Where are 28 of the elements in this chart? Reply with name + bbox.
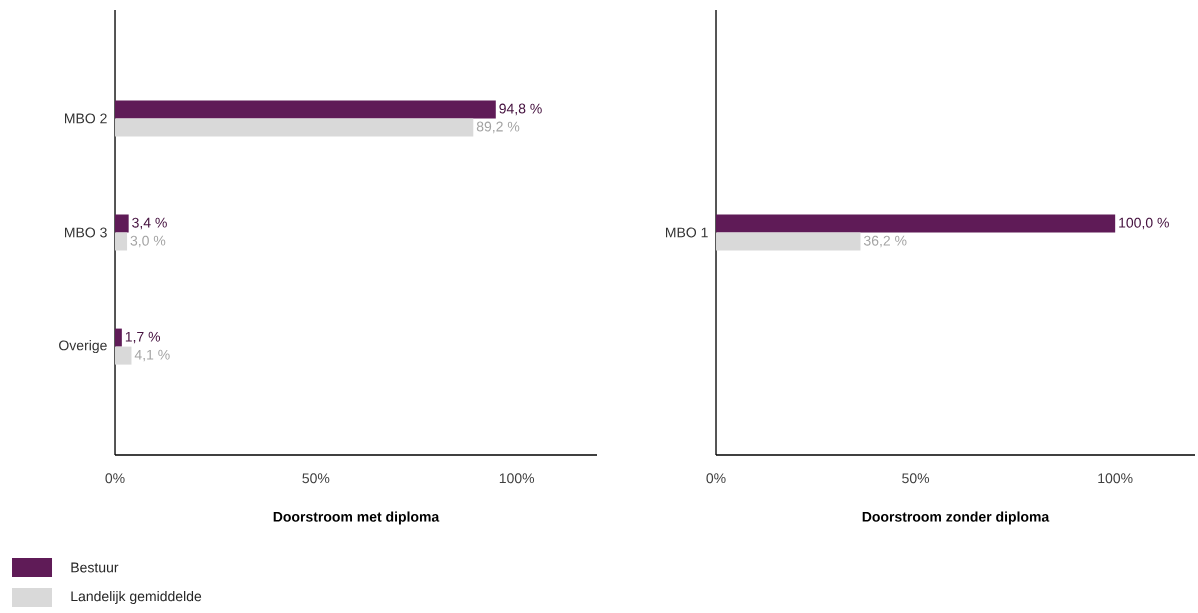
x-tick-label: 100% bbox=[1098, 473, 1133, 484]
x-tick-label: 50% bbox=[902, 473, 930, 484]
bar bbox=[115, 346, 132, 365]
data-label: 3,0 % bbox=[130, 235, 166, 248]
y-tick-label: Overige bbox=[59, 340, 107, 354]
legend-label: Landelijk gemiddelde bbox=[71, 590, 202, 605]
bar bbox=[115, 328, 122, 347]
x-tick-label: 0% bbox=[105, 473, 125, 484]
data-label: 100,0 % bbox=[1119, 217, 1169, 230]
data-label: 94,8 % bbox=[499, 103, 542, 116]
x-tick-label: 50% bbox=[302, 473, 330, 484]
bar bbox=[115, 214, 129, 233]
y-tick-label: MBO 3 bbox=[65, 227, 107, 238]
y-tick-label: MBO 2 bbox=[65, 113, 107, 124]
legend-label: Bestuur bbox=[71, 562, 119, 573]
x-tick-label: 100% bbox=[499, 473, 535, 484]
bar bbox=[115, 118, 474, 137]
data-label: 4,1 % bbox=[134, 349, 170, 362]
data-label: 89,2 % bbox=[476, 121, 520, 134]
bar bbox=[115, 232, 128, 251]
x-axis-title: Doorstroom met diploma bbox=[273, 511, 440, 525]
y-tick-label: MBO 1 bbox=[665, 227, 708, 238]
bar bbox=[115, 100, 496, 119]
data-label: 1,7 % bbox=[125, 331, 161, 344]
data-label: 3,4 % bbox=[132, 217, 167, 230]
x-tick-label: 0% bbox=[706, 473, 726, 484]
data-label: 36,2 % bbox=[863, 235, 907, 248]
x-axis-title: Doorstroom zonder diploma bbox=[862, 511, 1050, 525]
